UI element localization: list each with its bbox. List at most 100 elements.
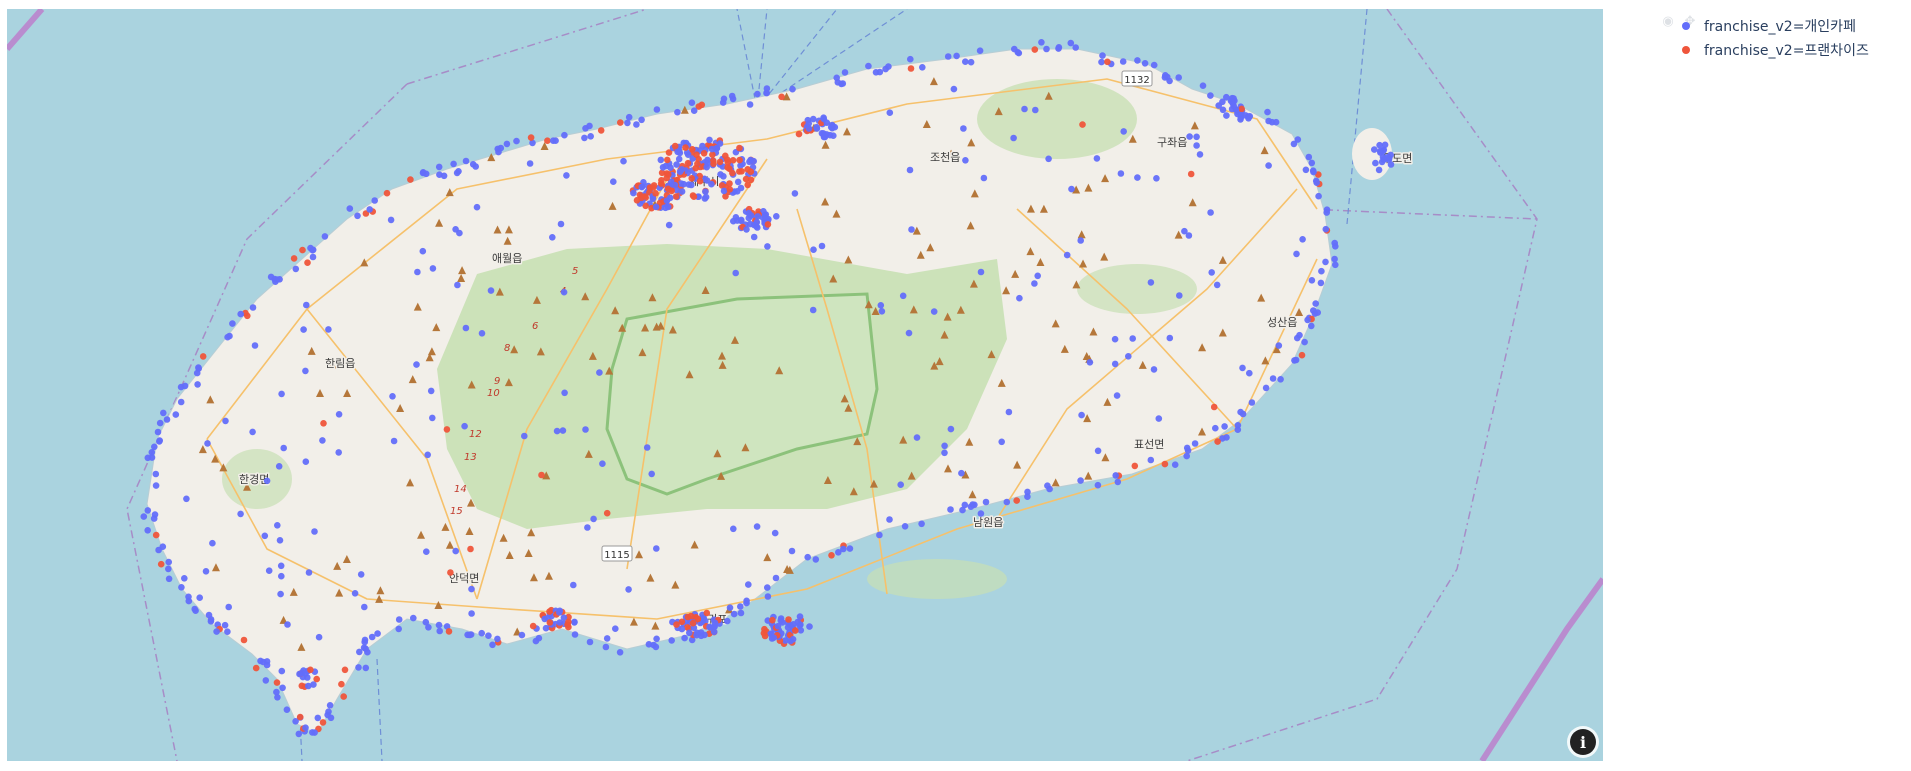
peak-triangle-icon [718,360,727,369]
indie-cafe-point [1003,498,1011,506]
indie-cafe-point [357,571,365,578]
franchise-cafe-point [726,165,733,172]
indie-cafe-point [959,506,966,514]
indie-cafe-point [560,614,568,621]
peak-triangle-icon [510,345,519,354]
franchise-cafe-point [649,184,657,191]
peak-triangle-icon [466,498,475,507]
peak-triangle-icon [635,550,644,559]
indie-cafe-point [1191,440,1199,447]
indie-cafe-point [1207,92,1214,99]
franchise-cafe-point [641,193,649,200]
indie-cafe-point [947,506,954,513]
indie-cafe-point [1313,179,1320,186]
indie-cafe-point [1262,384,1270,392]
peak-triangle-icon [376,586,385,595]
indie-cafe-point [156,438,163,445]
indie-cafe-point [202,568,210,575]
indie-cafe-point [745,581,752,588]
franchise-cafe-point [290,255,298,262]
pan-icon[interactable]: ✥ [1684,14,1696,29]
peak-triangle-icon [922,119,931,128]
indie-cafe-point [728,92,736,100]
indie-cafe-point [362,645,369,652]
cafe-points[interactable] [140,39,1395,738]
indie-cafe-point [624,119,631,127]
peak-triangle-icon [1198,343,1207,352]
indie-cafe-point [1234,422,1242,429]
legend-item-indie-cafe[interactable]: franchise_v2=개인카페 [1682,14,1869,38]
indie-cafe-point [1134,174,1141,181]
peak-triangle-icon [211,563,220,572]
franchise-cafe-point [447,569,454,576]
franchise-cafe-point [764,221,772,228]
indie-cafe-point [750,233,758,241]
franchise-cafe-point [1031,46,1039,53]
peak-triangle-icon [1174,230,1183,239]
peak-triangle-icon [717,351,726,360]
indie-cafe-point [774,622,782,630]
legend-item-franchise[interactable]: franchise_v2=프랜차이즈 [1682,38,1869,62]
indie-cafe-point [603,635,611,642]
indie-cafe-point [1265,162,1272,169]
peak-triangle-icon [1272,345,1281,354]
indie-cafe-point [148,449,156,456]
indie-cafe-point [763,85,771,92]
peak-triangle-icon [1002,286,1011,295]
peak-triangle-icon [1051,319,1060,328]
indie-cafe-point [1310,168,1317,176]
franchise-cafe-point [684,159,692,167]
peak-triangle-icon [821,197,830,206]
peak-triangle-icon [943,464,952,473]
indie-cafe-point [1305,153,1313,161]
peak-triangle-icon [503,236,512,245]
road [476,178,668,600]
indie-cafe-point [429,265,437,272]
place-label: 한경면 [239,473,269,486]
peak-triangle-icon [1084,471,1093,480]
map-canvas[interactable]: 11321115456891012131415 제주시애월읍한림읍한경면안덕면조… [7,9,1603,761]
peak-triangle-icon [844,403,853,412]
info-icon[interactable]: i [1570,729,1596,755]
franchise-cafe-point [319,719,327,726]
peak-triangle-icon [1083,414,1092,423]
franchise-cafe-point [689,146,696,153]
peak-triangle-icon [529,573,538,582]
peak-triangle-icon [1060,344,1069,353]
indie-cafe-point [425,624,432,631]
map-view[interactable]: 11321115456891012131415 제주시애월읍한림읍한경면안덕면조… [7,9,1603,761]
indie-cafe-point [702,193,710,201]
indie-cafe-point [275,463,283,470]
jeju-island [146,48,1392,735]
indie-cafe-point [764,584,771,591]
indie-cafe-point [159,543,167,550]
indie-cafe-point [677,180,685,187]
franchise-cafe-point [273,679,281,686]
camera-icon[interactable]: ◉ [1662,14,1674,29]
franchise-cafe-point [718,182,726,189]
peak-triangle-icon [206,395,215,404]
peak-triangle-icon [315,389,324,398]
indie-cafe-point [271,275,279,283]
franchise-cafe-point [747,176,755,184]
indie-cafe-point [1223,112,1230,119]
indie-cafe-point [144,527,151,534]
indie-cafe-point [300,326,307,333]
indie-cafe-point [513,137,520,145]
peak-triangle-icon [425,353,434,362]
indie-cafe-point [495,148,502,156]
indie-cafe-point [901,523,909,530]
franchise-cafe-point [738,168,745,175]
indie-cafe-point [657,156,665,164]
indie-cafe-point [1181,227,1188,235]
peak-triangle-icon [956,305,965,314]
indie-cafe-point [277,590,284,598]
peak-triangle-icon [219,463,228,472]
indie-cafe-point [673,161,680,168]
peak-triangle-icon [1260,146,1269,155]
indie-cafe-point [165,565,172,573]
indie-cafe-point [1045,155,1052,163]
peak-triangle-icon [396,403,405,412]
boundary-line [406,9,648,85]
franchise-cafe-point [671,142,679,150]
